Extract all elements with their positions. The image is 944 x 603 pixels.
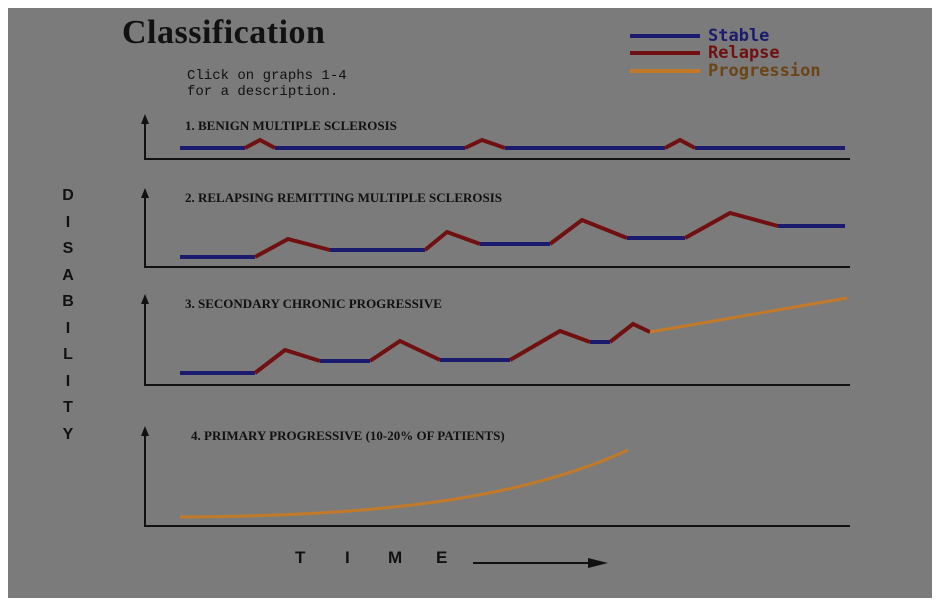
y-label-letter: L — [63, 346, 73, 363]
graph-2-relapse-segment — [548, 217, 628, 246]
graph-2-relapse-segment — [684, 210, 779, 240]
graph-3-relapse-segment — [368, 338, 441, 363]
graph-1-axes — [144, 120, 850, 160]
y-label-letter: S — [62, 240, 74, 257]
y-label-letter: T — [63, 399, 73, 416]
time-label-letter: I — [345, 548, 350, 567]
y-label-letter: B — [62, 293, 74, 310]
graph-3-secondary-progressive[interactable]: 3. SECONDARY CHRONIC PROGRESSIVE — [135, 292, 850, 388]
graph-2-plot — [141, 188, 850, 268]
graph-1-axis-arrow — [141, 114, 149, 124]
graph-1-plot — [141, 114, 850, 160]
legend-swatch-progression — [630, 69, 700, 73]
graph-4-axes — [144, 432, 850, 527]
graph-1-title: 1. BENIGN MULTIPLE SCLEROSIS — [185, 118, 397, 133]
graph-1-relapse-segment — [664, 137, 696, 150]
graph-4-axis-arrow — [141, 426, 149, 436]
graph-1-relapse-segment — [464, 137, 506, 150]
instructions: Click on graphs 1-4 for a description. — [187, 68, 347, 100]
graph-3-relapse-segment — [608, 321, 651, 344]
legend-swatch-relapse — [630, 51, 700, 55]
y-label-letter: I — [65, 319, 71, 337]
graph-2-relapsing-remitting[interactable]: 2. RELAPSING REMITTING MULTIPLE SCLEROSI… — [135, 186, 850, 270]
graph-1-relapse-segment — [244, 137, 276, 150]
y-label-letter: D — [62, 187, 74, 204]
graph-4-title: 4. PRIMARY PROGRESSIVE (10-20% OF PATIEN… — [191, 428, 505, 443]
graph-3-relapse-segment — [253, 347, 321, 375]
time-label-letter: T — [295, 548, 306, 567]
graph-4-primary-progressive[interactable]: 4. PRIMARY PROGRESSIVE (10-20% OF PATIEN… — [135, 424, 850, 530]
diagram-panel — [8, 8, 932, 598]
graph-1-benign[interactable]: 1. BENIGN MULTIPLE SCLEROSIS — [135, 112, 850, 162]
graph-2-relapse-segment — [254, 236, 331, 259]
y-label-letter: A — [62, 266, 74, 284]
disability-axis-label: D I S A B I L I T Y — [56, 183, 80, 448]
legend-label-progression: Progression — [708, 61, 821, 81]
instructions-line-1: Click on graphs 1-4 — [187, 68, 347, 84]
legend-label-relapse: Relapse — [708, 43, 780, 63]
graph-3-plot — [141, 294, 850, 386]
y-label-letter: I — [65, 372, 71, 390]
graph-3-progression-segment — [649, 296, 848, 334]
y-label-letter: Y — [62, 425, 74, 443]
graph-2-relapse-segment — [423, 229, 481, 252]
instructions-line-2: for a description. — [187, 84, 339, 100]
legend-label-stable: Stable — [708, 26, 770, 46]
time-label-letter: E — [436, 548, 448, 567]
graph-4-plot — [141, 426, 850, 527]
time-label-letter: M — [388, 548, 403, 567]
page-title: Classification — [122, 14, 326, 51]
graph-2-title: 2. RELAPSING REMITTING MULTIPLE SCLEROSI… — [185, 190, 503, 205]
time-arrow-icon — [473, 558, 608, 568]
legend-swatch-stable — [630, 34, 700, 38]
graph-3-title: 3. SECONDARY CHRONIC PROGRESSIVE — [185, 296, 442, 311]
graph-2-axis-arrow — [141, 188, 149, 198]
graph-4-progression-curve — [179, 448, 629, 519]
y-label-letter: I — [65, 213, 71, 231]
graph-3-axes — [144, 300, 850, 386]
graph-3-axis-arrow — [141, 294, 149, 304]
graph-3-relapse-segment — [508, 328, 591, 362]
graph-2-axes — [144, 194, 850, 268]
